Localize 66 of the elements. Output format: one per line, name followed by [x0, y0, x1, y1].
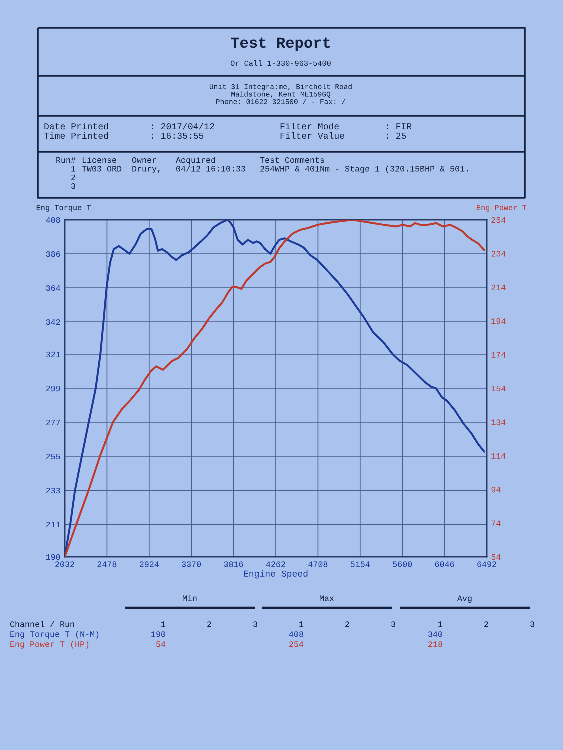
y-tick-label: 408 [46, 217, 60, 224]
x-tick-label: 5600 [393, 562, 412, 568]
y-tick-label: 277 [46, 420, 60, 426]
text: License TW03 ORD [82, 157, 122, 172]
text: : 2017/04/12 : 16:35:55 [152, 123, 214, 140]
text: 3 [530, 622, 534, 628]
text: 1 [300, 622, 304, 628]
y2-tick-label: 154 [492, 386, 506, 392]
text: Run# 1 2 3 [56, 158, 76, 190]
y-tick-label: 386 [46, 251, 60, 258]
chart-title: Test Report [231, 38, 330, 52]
text: Avg [458, 596, 472, 603]
y2-tick-label: 234 [492, 251, 506, 257]
y2-tick-label: 74 [492, 520, 501, 526]
text: 2 [346, 622, 350, 628]
y-tick-label: 299 [46, 386, 60, 392]
x-tick-label: 5154 [350, 562, 370, 568]
text: 218 [428, 642, 442, 648]
x-axis-title: Engine Speed [244, 570, 308, 579]
text: Date Printed Time Printed [44, 123, 108, 140]
y2-tick-label: 134 [492, 420, 506, 426]
x-tick-label: 4708 [308, 562, 328, 568]
text: 408 [289, 632, 304, 638]
x-tick-label: 4262 [266, 562, 286, 568]
x-tick-label: 3816 [224, 562, 244, 568]
x-tick-label: 6492 [478, 562, 496, 568]
y2-tick-label: 194 [492, 318, 506, 324]
y-tick-label: 364 [46, 285, 60, 292]
text: Eng Power T (HP) [10, 641, 89, 649]
text: 54 [156, 642, 166, 648]
x-tick-label: 2924 [140, 562, 159, 568]
text: 1 [438, 622, 443, 628]
text: : FIR : 25 [387, 124, 412, 140]
x-tick-label: 2032 [56, 562, 74, 568]
text: Acquired 04/12 16:10:33 [176, 157, 246, 172]
text: 3 [254, 622, 258, 628]
x-tick-label: 6046 [435, 562, 454, 568]
x-tick-label: 2478 [98, 562, 117, 568]
x-tick-label: 3370 [182, 562, 202, 568]
y2-tick-label: 214 [492, 284, 506, 290]
y2-tick-label: 174 [492, 352, 506, 358]
text: 1 [162, 622, 166, 628]
text: 2 [484, 622, 488, 628]
text: Max [320, 596, 334, 602]
text: 254 [290, 642, 304, 648]
text: Min [183, 595, 197, 602]
y2-tick-label: 94 [492, 487, 501, 493]
y2-tick-label: 54 [492, 554, 501, 560]
y2-tick-label: 114 [492, 453, 506, 459]
y-tick-label: 321 [46, 352, 60, 358]
y-tick-label: 190 [46, 554, 60, 560]
text: 340 [428, 632, 442, 638]
text: Test Comments 254WHP & 401Nm - Stage 1 (320.15BHP & 501. [260, 157, 468, 174]
text: 2 [208, 622, 212, 628]
y-tick-label: 233 [46, 488, 60, 494]
y-tick-label: 211 [46, 522, 60, 528]
text: Filter Mode Filter Value [280, 123, 344, 140]
line-series [65, 220, 486, 557]
y-tick-label: 255 [46, 454, 60, 460]
text: Channel / Run [10, 621, 74, 628]
text: Owner Drury, [132, 157, 160, 174]
y2-tick-label: 254 [492, 217, 506, 224]
y-tick-label: 342 [46, 319, 60, 326]
text: 3 [392, 622, 396, 628]
text: Eng Torque T (N-M) [10, 631, 99, 639]
text: 190 [152, 632, 166, 638]
